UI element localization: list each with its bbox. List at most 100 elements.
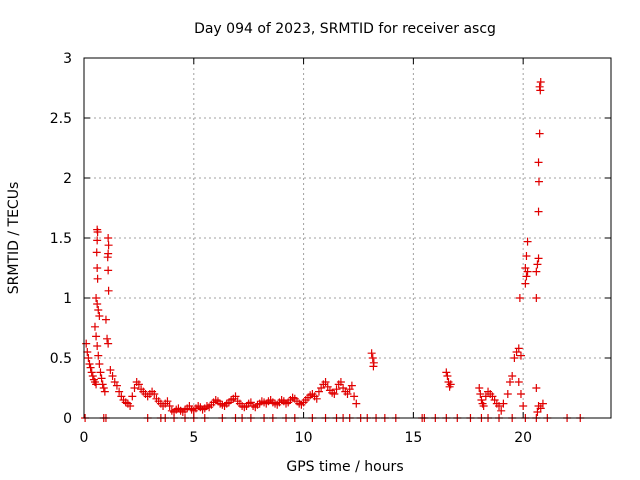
data-point	[134, 380, 143, 389]
x-tick-label: 15	[404, 430, 422, 446]
y-tick-label: 1.5	[50, 231, 72, 247]
data-point	[505, 378, 514, 386]
data-point	[475, 384, 484, 392]
data-point	[98, 380, 107, 389]
data-point	[317, 384, 326, 392]
data-point	[88, 372, 97, 380]
data-point	[112, 381, 121, 390]
data-point	[532, 384, 541, 392]
data-point	[312, 394, 321, 403]
data-point	[94, 351, 103, 360]
data-point	[110, 378, 119, 386]
data-point	[499, 399, 508, 408]
data-point	[97, 374, 106, 383]
data-point	[516, 390, 525, 398]
data-point	[368, 354, 377, 362]
y-tick-label: 2	[63, 171, 72, 187]
data-point	[495, 402, 504, 410]
data-point	[103, 334, 112, 343]
y-tick-label: 1	[63, 291, 72, 307]
data-point	[332, 385, 341, 394]
data-point	[532, 294, 541, 302]
data-point	[108, 372, 117, 380]
data-point	[508, 372, 517, 380]
data-point	[534, 254, 543, 263]
data-point	[534, 158, 543, 167]
data-point	[515, 294, 524, 302]
data-point	[93, 236, 102, 245]
data-point	[92, 332, 101, 341]
data-point	[534, 207, 543, 216]
data-point	[115, 387, 124, 396]
data-points	[81, 78, 585, 422]
data-point	[99, 384, 108, 392]
data-point	[101, 315, 110, 324]
data-point	[104, 266, 113, 275]
data-point	[476, 390, 485, 398]
x-axis-label: GPS time / hours	[286, 459, 403, 475]
data-point	[535, 82, 544, 91]
data-point	[514, 378, 523, 386]
data-point	[442, 368, 451, 377]
data-point	[479, 402, 488, 410]
data-point	[367, 349, 376, 358]
data-point	[85, 360, 94, 368]
data-point	[538, 399, 547, 408]
data-point	[104, 234, 113, 242]
data-point	[83, 348, 92, 356]
x-tick-label: 0	[80, 430, 89, 446]
data-point	[522, 252, 531, 260]
data-point	[490, 396, 499, 404]
chart-title: Day 094 of 2023, SRMTID for receiver asc…	[194, 21, 496, 37]
data-point	[352, 399, 361, 408]
data-point	[93, 264, 102, 272]
data-point	[516, 351, 525, 360]
data-point	[128, 392, 137, 401]
y-axis-label: SRMTID / TECUs	[6, 182, 22, 295]
data-point	[477, 396, 486, 404]
data-point	[90, 322, 99, 331]
data-point	[87, 368, 96, 377]
data-point	[104, 241, 113, 250]
data-point	[93, 342, 102, 350]
data-point	[117, 392, 126, 401]
y-tick-label: 2.5	[50, 111, 72, 127]
data-point	[93, 274, 102, 283]
data-point	[163, 397, 172, 406]
data-point	[86, 363, 95, 372]
data-point	[535, 129, 544, 138]
y-tick-label: 3	[63, 51, 72, 67]
data-point	[96, 368, 105, 377]
data-point	[523, 237, 532, 246]
data-point	[514, 344, 523, 353]
data-point	[534, 177, 543, 186]
data-point	[92, 248, 101, 257]
x-tick-label: 10	[295, 430, 313, 446]
plot-frame	[83, 57, 612, 419]
data-point	[343, 390, 352, 398]
data-point	[103, 253, 112, 262]
data-point	[95, 360, 104, 368]
data-point	[106, 366, 115, 374]
data-point	[510, 354, 519, 362]
data-point	[84, 354, 93, 362]
data-point	[336, 378, 345, 386]
data-point	[522, 272, 531, 281]
data-point	[533, 408, 542, 416]
data-point	[532, 267, 541, 276]
data-point	[100, 387, 109, 396]
data-point	[521, 279, 530, 288]
data-point	[533, 260, 542, 269]
grid	[84, 58, 611, 418]
data-point	[523, 267, 532, 276]
data-point	[231, 392, 240, 401]
data-point	[95, 312, 104, 320]
data-point	[536, 78, 545, 86]
data-point	[503, 390, 512, 398]
data-point	[92, 294, 101, 302]
data-point	[321, 378, 330, 386]
data-point	[497, 406, 506, 415]
data-point	[93, 228, 102, 236]
data-point	[150, 390, 159, 398]
